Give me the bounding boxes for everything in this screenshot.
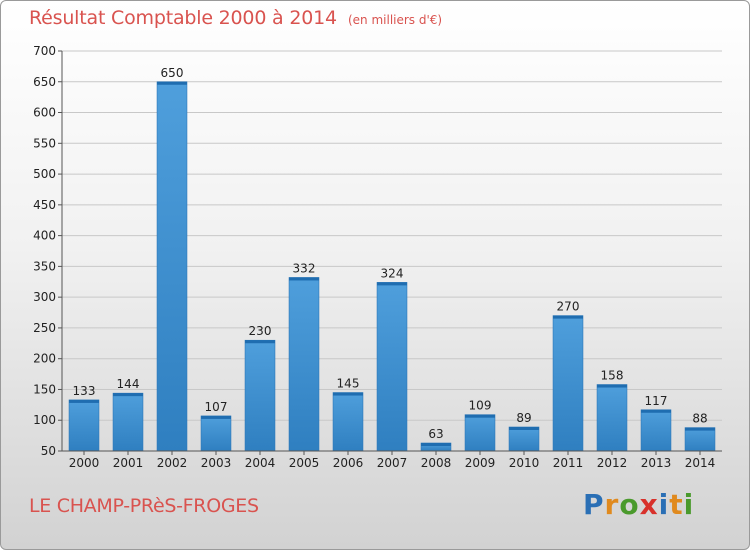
x-tick-label: 2009 bbox=[465, 456, 496, 470]
y-tick-label: 650 bbox=[33, 75, 56, 89]
data-label: 117 bbox=[645, 394, 668, 408]
proxiti-logo: Proxiti bbox=[583, 488, 694, 521]
bar bbox=[684, 427, 716, 452]
y-tick-label: 350 bbox=[33, 259, 56, 273]
data-label: 109 bbox=[469, 399, 492, 413]
y-tick-label: 300 bbox=[33, 290, 56, 304]
bar bbox=[68, 399, 100, 452]
bar bbox=[508, 426, 540, 452]
y-tick-label: 500 bbox=[33, 167, 56, 181]
data-label: 145 bbox=[337, 377, 360, 391]
bars: 133 144 650 107 230 332 145 324 63 109 89 270 158 117… bbox=[68, 66, 716, 452]
bar-top-edge bbox=[201, 415, 231, 419]
bar bbox=[332, 392, 364, 452]
bar bbox=[200, 415, 232, 452]
logo-letter: i bbox=[683, 488, 695, 521]
x-tick-label: 2013 bbox=[641, 456, 672, 470]
data-label: 107 bbox=[205, 400, 228, 414]
y-tick-label: 600 bbox=[33, 106, 56, 120]
x-tick-label: 2007 bbox=[377, 456, 408, 470]
bar-top-edge bbox=[157, 81, 187, 85]
y-tick-label: 100 bbox=[33, 413, 56, 427]
x-tick-label: 2008 bbox=[421, 456, 452, 470]
bar-top-edge bbox=[597, 384, 627, 388]
data-label: 88 bbox=[692, 412, 707, 426]
x-tick-label: 2012 bbox=[597, 456, 628, 470]
x-axis: 2000 2001 2002 2003 2004 2005 2006 2007 2008 2009… bbox=[62, 450, 722, 470]
y-tick-label: 450 bbox=[33, 198, 56, 212]
x-tick-label: 2010 bbox=[509, 456, 540, 470]
data-label: 63 bbox=[428, 427, 443, 441]
bar-top-edge bbox=[113, 393, 143, 397]
data-label: 324 bbox=[381, 266, 404, 280]
x-tick-label: 2014 bbox=[685, 456, 716, 470]
x-tick-label: 2001 bbox=[113, 456, 144, 470]
bar bbox=[640, 409, 672, 452]
bar bbox=[288, 277, 320, 452]
commune-name: LE CHAMP-PRèS-FROGES bbox=[29, 495, 259, 517]
data-label: 230 bbox=[249, 324, 272, 338]
bar-top-edge bbox=[509, 427, 539, 430]
x-tick-label: 2005 bbox=[289, 456, 320, 470]
chart-unit: (en milliers d'€) bbox=[347, 13, 443, 27]
bar-top-edge bbox=[245, 340, 275, 344]
x-tick-label: 2002 bbox=[157, 456, 188, 470]
bar bbox=[596, 384, 628, 452]
data-label: 144 bbox=[117, 377, 140, 391]
logo-letter: r bbox=[604, 488, 620, 521]
data-label: 650 bbox=[161, 66, 184, 80]
chart-header: Résultat Comptable 2000 à 2014 (en milli… bbox=[29, 7, 442, 29]
logo-letter: x bbox=[639, 488, 659, 521]
bar-top-edge bbox=[289, 277, 319, 281]
bar bbox=[552, 315, 584, 452]
data-label: 270 bbox=[557, 300, 580, 314]
data-label: 332 bbox=[293, 261, 316, 275]
bar-top-edge bbox=[377, 282, 407, 286]
y-tick-label: 250 bbox=[33, 321, 56, 335]
x-tick-label: 2006 bbox=[333, 456, 364, 470]
data-label: 158 bbox=[601, 369, 624, 383]
logo-letter: o bbox=[619, 488, 640, 521]
y-tick-label: 50 bbox=[41, 444, 56, 458]
y-tick-label: 700 bbox=[33, 44, 56, 58]
y-tick-label: 150 bbox=[33, 382, 56, 396]
logo-letter: t bbox=[669, 488, 684, 521]
x-tick-label: 2000 bbox=[69, 456, 100, 470]
data-label: 133 bbox=[73, 384, 96, 398]
x-tick-label: 2004 bbox=[245, 456, 276, 470]
bar-top-edge bbox=[465, 414, 495, 418]
logo-letter: i bbox=[658, 488, 670, 521]
bar-top-edge bbox=[421, 443, 451, 446]
y-axis: 50 100 150 200 250 300 350 400 450 500 550 600 650 70… bbox=[33, 44, 63, 458]
bar-top-edge bbox=[553, 315, 583, 319]
bar bbox=[112, 392, 144, 452]
y-tick-label: 400 bbox=[33, 229, 56, 243]
bar bbox=[244, 339, 276, 452]
logo-letter: P bbox=[583, 488, 605, 521]
data-label: 89 bbox=[516, 411, 531, 425]
bar-top-edge bbox=[641, 409, 671, 413]
bar bbox=[156, 81, 188, 452]
bar bbox=[464, 414, 496, 452]
chart-title: Résultat Comptable 2000 à 2014 bbox=[29, 7, 337, 29]
bar bbox=[376, 282, 408, 452]
bar-top-edge bbox=[333, 392, 363, 396]
y-tick-label: 200 bbox=[33, 352, 56, 366]
bar-top-edge bbox=[685, 427, 715, 431]
x-tick-label: 2011 bbox=[553, 456, 584, 470]
bar-top-edge bbox=[69, 399, 99, 403]
x-tick-label: 2003 bbox=[201, 456, 232, 470]
y-tick-label: 550 bbox=[33, 136, 56, 150]
